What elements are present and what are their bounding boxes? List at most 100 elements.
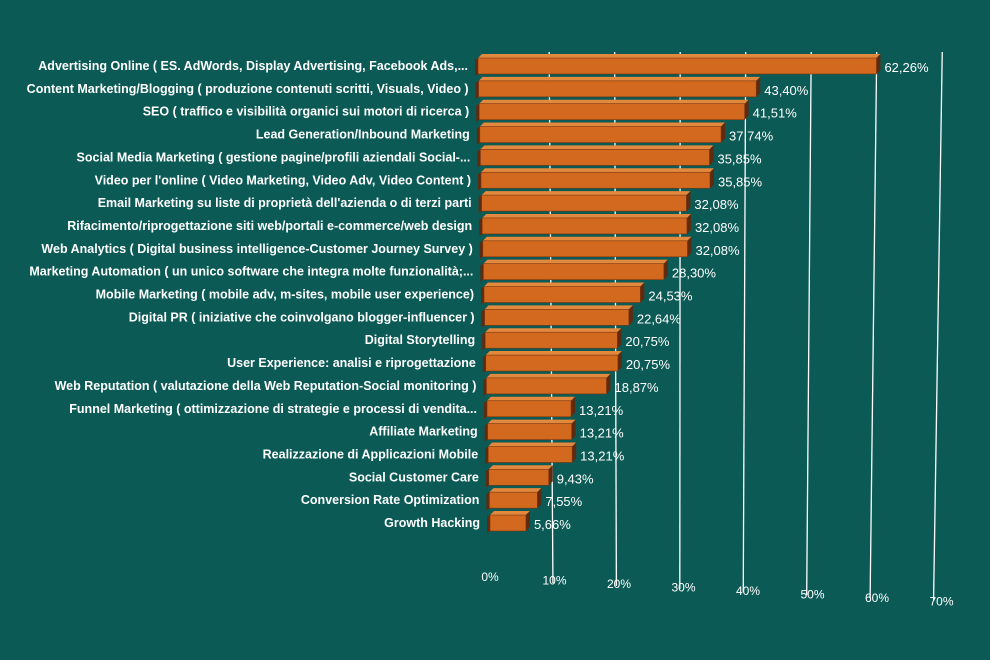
bar: [486, 377, 607, 395]
bar-top: [484, 305, 633, 310]
category-label: SEO ( traffico e visibilità organici sui…: [143, 105, 469, 119]
bar: [483, 286, 641, 303]
bar: [481, 194, 687, 212]
bar: [481, 217, 688, 235]
bar: [486, 400, 572, 418]
bar-top: [481, 191, 691, 196]
bar-top: [488, 465, 553, 470]
bar-edge: [481, 309, 485, 328]
category-label: Affiliate Marketing: [369, 425, 477, 439]
tick-label: 20%: [607, 577, 631, 591]
bar-top: [487, 419, 576, 424]
category-label: Advertising Online ( ES. AdWords, Displa…: [38, 59, 468, 73]
tick-label: 60%: [865, 591, 889, 605]
category-label: Funnel Marketing ( ottimizzazione di str…: [69, 402, 477, 416]
bar-edge: [484, 423, 488, 442]
bar-top: [482, 213, 691, 218]
value-label: 13,21%: [580, 448, 625, 463]
bar-edge: [475, 58, 478, 76]
tick-label: 50%: [800, 588, 824, 602]
bar-edge: [477, 149, 481, 168]
bar: [480, 149, 710, 166]
bar: [487, 423, 572, 440]
value-label: 43,40%: [764, 83, 809, 98]
bar-edge: [485, 446, 489, 465]
category-label: User Experience: analisi e riprogettazio…: [227, 356, 476, 370]
tick-label: 0%: [481, 570, 499, 584]
bar-side: [640, 282, 645, 303]
bar-side: [537, 488, 542, 509]
bar-side: [721, 122, 726, 143]
bar: [484, 309, 630, 326]
category-label: Growth Hacking: [384, 516, 480, 530]
category-label: Lead Generation/Inbound Marketing: [256, 128, 470, 142]
bar-edge: [479, 217, 483, 236]
bar: [480, 171, 711, 189]
bar-side: [744, 99, 749, 120]
bar-side: [571, 419, 576, 440]
bar-side: [617, 328, 622, 349]
value-label: 9,43%: [557, 471, 594, 486]
bar: [489, 514, 527, 532]
value-label: 20,75%: [625, 334, 670, 349]
bar-top: [488, 442, 577, 447]
x-axis-ticks: 0% 10% 20% 30% 40% 50% 60% 70%: [481, 570, 954, 609]
value-label: 32,08%: [695, 243, 740, 258]
bar-side: [572, 442, 577, 463]
bar: [488, 468, 550, 486]
tick-label: 70%: [929, 595, 953, 609]
bar-edge: [476, 103, 480, 122]
bar: [482, 240, 688, 258]
bar: [489, 491, 538, 509]
bar-side: [617, 351, 622, 372]
gridline: [869, 51, 878, 599]
value-label: 28,30%: [672, 266, 717, 281]
category-label: Content Marketing/Blogging ( produzione …: [27, 82, 469, 96]
gridline: [806, 51, 812, 596]
value-label: 35,85%: [718, 174, 763, 189]
bar-edge: [479, 240, 483, 259]
category-label: Web Analytics ( Digital business intelli…: [41, 242, 472, 256]
bar-edge: [478, 195, 482, 214]
bar-side: [756, 76, 761, 97]
bar-edge: [480, 263, 484, 282]
category-label: Conversion Rate Optimization: [301, 493, 480, 507]
category-label: Social Customer Care: [349, 470, 479, 484]
bar: [478, 103, 745, 120]
value-label: 24,53%: [648, 289, 693, 304]
value-label: 7,55%: [545, 494, 582, 509]
value-label: 13,21%: [580, 426, 625, 441]
bar-top: [480, 145, 714, 150]
bar-top: [479, 122, 726, 127]
value-label: 20,75%: [626, 357, 671, 372]
bar-edge: [476, 126, 480, 145]
tick-label: 10%: [542, 574, 566, 588]
bar-top: [482, 236, 692, 241]
value-label: 32,08%: [695, 220, 740, 235]
gridline: [742, 51, 747, 593]
tick-label: 30%: [671, 581, 695, 595]
bar: [487, 446, 573, 463]
bar: [483, 263, 665, 280]
bar-side: [606, 373, 611, 394]
value-label: 37,74%: [729, 129, 774, 144]
bar-side: [687, 236, 692, 257]
bar-top: [478, 76, 761, 81]
bar: [478, 80, 757, 98]
bar-side: [709, 168, 714, 189]
bar-top: [487, 396, 576, 401]
bar-side: [548, 465, 553, 486]
bar-side: [628, 305, 633, 326]
bar-edge: [487, 515, 490, 533]
value-labels: 62,26% 43,40% 41,51% 37,74% 35,85% 35,85% 32,0…: [534, 60, 929, 532]
bar-top: [489, 488, 542, 493]
gridline: [932, 51, 943, 602]
value-label: 32,08%: [694, 197, 739, 212]
category-labels: Advertising Online ( ES. AdWords, Displa…: [27, 59, 480, 530]
bar-edge: [486, 492, 490, 511]
value-label: 62,26%: [884, 60, 929, 75]
bar-side: [686, 213, 691, 234]
bar-edge: [483, 377, 487, 396]
category-label: Digital Storytelling: [365, 333, 475, 347]
